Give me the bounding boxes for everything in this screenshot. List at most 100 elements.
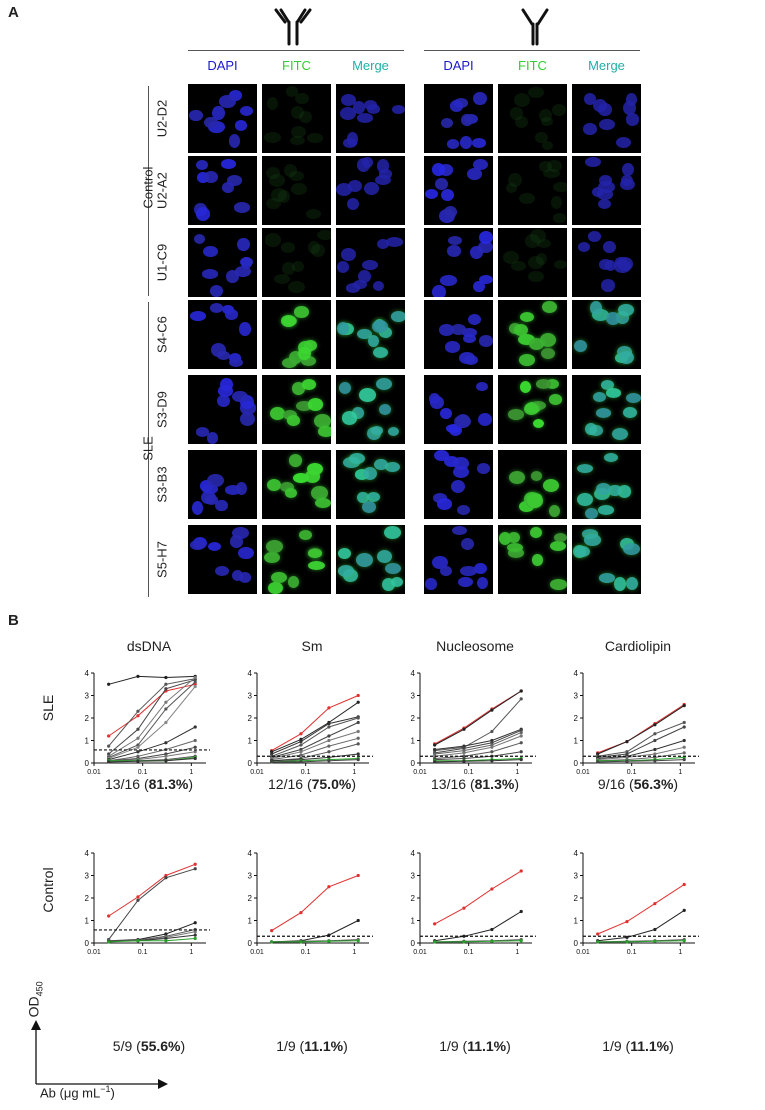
series-line-0 — [597, 704, 685, 754]
data-point — [653, 927, 657, 932]
data-point — [596, 932, 600, 936]
series-line-13 — [108, 758, 196, 763]
micrograph-s5-h7-merge — [572, 525, 641, 594]
series-line-8 — [434, 751, 522, 761]
series-line-2 — [271, 716, 359, 755]
stat-count: 9/16 ( — [597, 776, 634, 792]
data-point — [136, 750, 140, 754]
series-line-8 — [108, 740, 196, 762]
data-point — [299, 747, 303, 752]
data-point — [625, 920, 629, 924]
y-tick-label: 2 — [248, 894, 253, 903]
igg-monomer-icon — [521, 8, 549, 46]
series-line-3 — [597, 940, 685, 943]
data-point — [462, 754, 466, 758]
data-point — [625, 935, 629, 939]
series-line-1 — [108, 868, 196, 940]
y-tick-label: 3 — [248, 692, 253, 701]
micrograph-u2-d2-dapi — [188, 84, 257, 153]
axis-legend-arrows — [31, 1020, 168, 1089]
data-point — [625, 752, 629, 756]
data-point — [327, 706, 331, 710]
x-tick-label: 0.1 — [464, 949, 474, 956]
column-title-cardiolipin: Cardiolipin — [604, 638, 672, 654]
data-point — [193, 933, 197, 937]
data-point — [653, 902, 657, 906]
series-line-4 — [271, 722, 359, 758]
data-point — [327, 759, 331, 763]
stat-close: ) — [188, 776, 193, 792]
chart-control-dsdna: 0 1 2 3 4 0.01 0.1 1 — [85, 849, 210, 956]
series-line-0 — [108, 863, 196, 917]
chart-control-sm: 0 1 2 3 4 0.01 0.1 1 — [248, 849, 373, 956]
series-line-1 — [271, 701, 359, 753]
data-point — [682, 725, 686, 729]
series-line-4 — [108, 677, 196, 757]
micrograph-s5-h7-fitc — [262, 525, 331, 594]
column-title-nucleosome: Nucleosome — [436, 638, 514, 654]
y-tick-label: 1 — [85, 917, 90, 926]
micrograph-u1-c9-dapi — [424, 228, 493, 297]
series-line-3 — [434, 728, 522, 750]
data-point — [164, 700, 168, 704]
y-tick-label: 0 — [411, 939, 416, 948]
x-tick-label: 0.01 — [576, 949, 590, 956]
micrograph-u2-a2-dapi — [424, 156, 493, 225]
series-line-7 — [271, 743, 359, 762]
series-line-4 — [597, 740, 685, 759]
series-line-7 — [108, 726, 196, 761]
data-point — [653, 732, 657, 736]
stat-sle-cardiolipin: 9/16 (56.3%) — [573, 776, 703, 792]
data-point — [519, 689, 523, 693]
y-tick-label: 0 — [85, 939, 90, 948]
stat-sle-sm: 12/16 (75.0%) — [247, 776, 377, 792]
series-line-0 — [434, 870, 522, 925]
data-point — [136, 759, 140, 763]
data-point — [299, 760, 303, 764]
data-point — [433, 747, 437, 752]
channel-header-fitc: FITC — [282, 58, 311, 73]
micrograph-u2-a2-dapi — [188, 156, 257, 225]
data-point — [270, 760, 274, 764]
y-tick-label: 0 — [411, 759, 416, 768]
data-point — [193, 862, 197, 866]
data-point — [136, 736, 140, 740]
stat-control-sm: 1/9 (11.1%) — [247, 1038, 377, 1054]
y-tick-label: 2 — [411, 714, 416, 723]
data-point — [193, 684, 197, 689]
data-point — [136, 674, 140, 678]
data-point — [270, 750, 274, 754]
micrograph-u2-a2-merge — [572, 156, 641, 225]
data-point — [136, 745, 140, 749]
stat-close: ) — [669, 1038, 674, 1054]
data-point — [299, 753, 303, 757]
micrograph-s3-b3-fitc — [262, 450, 331, 519]
data-point — [682, 751, 686, 755]
stat-count: 13/16 ( — [105, 776, 149, 792]
stat-count: 1/9 ( — [276, 1038, 305, 1054]
data-point — [682, 758, 686, 762]
data-point — [519, 939, 523, 943]
series-line-3 — [271, 717, 359, 757]
panel-b-letter: B — [8, 612, 19, 629]
micrograph-u2-a2-merge — [336, 156, 405, 225]
data-point — [653, 747, 657, 752]
series-line-5 — [108, 681, 196, 758]
stat-close: ) — [351, 776, 356, 792]
micrograph-u1-c9-fitc — [262, 228, 331, 297]
series-line-0 — [597, 884, 685, 935]
data-point — [625, 759, 629, 763]
data-point — [164, 720, 168, 725]
data-point — [164, 754, 168, 758]
x-tick-label: 0.01 — [413, 949, 427, 956]
micrograph-u2-a2-fitc — [262, 156, 331, 225]
data-point — [327, 744, 331, 748]
x-tick-label: 0.01 — [250, 769, 264, 776]
micrograph-s5-h7-fitc — [498, 525, 567, 594]
data-point — [682, 939, 686, 943]
x-tick-label: 0.1 — [627, 769, 637, 776]
data-point — [356, 873, 360, 878]
data-point — [490, 729, 494, 734]
data-point — [596, 752, 600, 756]
series-line-1 — [434, 911, 522, 942]
